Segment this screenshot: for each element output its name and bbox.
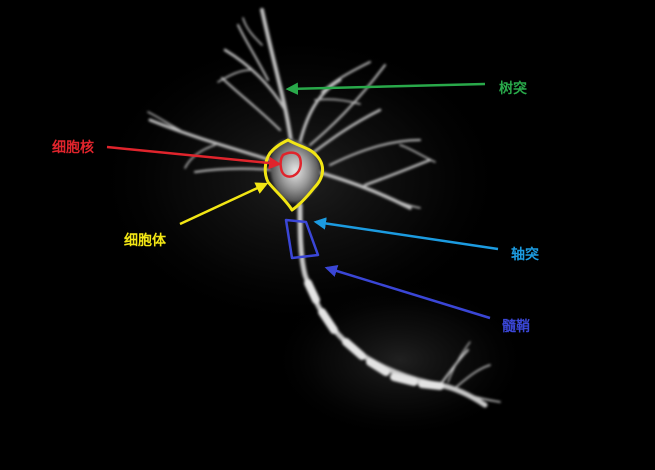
axon-label: 轴突 — [511, 246, 539, 263]
axon-glow — [270, 280, 530, 440]
dendrite-label: 树突 — [499, 80, 527, 97]
myelin-label: 髓鞘 — [502, 318, 530, 335]
nucleus-label: 细胞核 — [52, 139, 94, 156]
soma-label: 细胞体 — [124, 232, 167, 249]
